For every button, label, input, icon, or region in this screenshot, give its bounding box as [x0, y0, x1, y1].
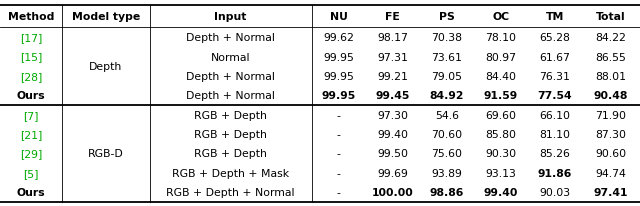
Text: 99.21: 99.21 — [378, 71, 408, 82]
Text: 99.40: 99.40 — [377, 129, 408, 139]
Text: [29]: [29] — [20, 149, 42, 159]
Text: Depth + Normal: Depth + Normal — [186, 91, 275, 101]
Text: RGB + Depth: RGB + Depth — [194, 149, 267, 159]
Text: TM: TM — [546, 12, 564, 22]
Text: [15]: [15] — [20, 52, 42, 62]
Text: 61.67: 61.67 — [540, 52, 570, 62]
Text: RGB + Depth: RGB + Depth — [194, 129, 267, 139]
Text: 99.69: 99.69 — [378, 168, 408, 178]
Text: RGB + Depth + Mask: RGB + Depth + Mask — [172, 168, 289, 178]
Text: 99.50: 99.50 — [377, 149, 408, 159]
Text: Total: Total — [596, 12, 626, 22]
Text: 97.41: 97.41 — [594, 187, 628, 197]
Text: 93.89: 93.89 — [431, 168, 462, 178]
Text: 66.10: 66.10 — [540, 110, 570, 120]
Text: 85.26: 85.26 — [540, 149, 570, 159]
Text: [7]: [7] — [24, 110, 39, 120]
Text: 99.95: 99.95 — [321, 91, 356, 101]
Text: 80.97: 80.97 — [485, 52, 516, 62]
Text: 70.38: 70.38 — [431, 33, 462, 43]
Text: 69.60: 69.60 — [485, 110, 516, 120]
Text: 84.22: 84.22 — [595, 33, 627, 43]
Text: 99.95: 99.95 — [323, 71, 354, 82]
Text: [5]: [5] — [24, 168, 39, 178]
Text: FE: FE — [385, 12, 400, 22]
Text: 70.60: 70.60 — [431, 129, 462, 139]
Text: 86.55: 86.55 — [595, 52, 627, 62]
Text: -: - — [337, 149, 340, 159]
Text: 84.92: 84.92 — [429, 91, 464, 101]
Text: 98.17: 98.17 — [378, 33, 408, 43]
Text: -: - — [337, 129, 340, 139]
Text: 94.74: 94.74 — [595, 168, 627, 178]
Text: Input: Input — [214, 12, 247, 22]
Text: 91.86: 91.86 — [538, 168, 572, 178]
Text: -: - — [337, 110, 340, 120]
Text: 79.05: 79.05 — [431, 71, 462, 82]
Text: 78.10: 78.10 — [485, 33, 516, 43]
Text: 87.30: 87.30 — [595, 129, 627, 139]
Text: Depth: Depth — [90, 62, 123, 72]
Text: 99.45: 99.45 — [376, 91, 410, 101]
Text: 81.10: 81.10 — [540, 129, 570, 139]
Text: Model type: Model type — [72, 12, 140, 22]
Text: 84.40: 84.40 — [485, 71, 516, 82]
Text: 88.01: 88.01 — [595, 71, 627, 82]
Text: Ours: Ours — [17, 187, 45, 197]
Text: [17]: [17] — [20, 33, 42, 43]
Text: -: - — [337, 168, 340, 178]
Text: 54.6: 54.6 — [435, 110, 459, 120]
Text: 98.86: 98.86 — [429, 187, 464, 197]
Text: 97.30: 97.30 — [377, 110, 408, 120]
Text: Depth + Normal: Depth + Normal — [186, 71, 275, 82]
Text: 99.95: 99.95 — [323, 52, 354, 62]
Text: OC: OC — [492, 12, 509, 22]
Text: 75.60: 75.60 — [431, 149, 462, 159]
Text: 85.80: 85.80 — [485, 129, 516, 139]
Text: 93.13: 93.13 — [485, 168, 516, 178]
Text: [28]: [28] — [20, 71, 42, 82]
Text: 90.60: 90.60 — [595, 149, 627, 159]
Text: Method: Method — [8, 12, 54, 22]
Text: 90.03: 90.03 — [540, 187, 570, 197]
Text: 100.00: 100.00 — [372, 187, 413, 197]
Text: RGB-D: RGB-D — [88, 149, 124, 159]
Text: RGB + Depth + Normal: RGB + Depth + Normal — [166, 187, 295, 197]
Text: PS: PS — [439, 12, 454, 22]
Text: 71.90: 71.90 — [595, 110, 627, 120]
Text: 65.28: 65.28 — [540, 33, 570, 43]
Text: 90.48: 90.48 — [594, 91, 628, 101]
Text: NU: NU — [330, 12, 348, 22]
Text: Normal: Normal — [211, 52, 250, 62]
Text: Depth + Normal: Depth + Normal — [186, 33, 275, 43]
Text: 77.54: 77.54 — [538, 91, 572, 101]
Text: 99.40: 99.40 — [484, 187, 518, 197]
Text: [21]: [21] — [20, 129, 42, 139]
Text: RGB + Depth: RGB + Depth — [194, 110, 267, 120]
Text: 73.61: 73.61 — [431, 52, 462, 62]
Text: 99.62: 99.62 — [323, 33, 354, 43]
Text: 90.30: 90.30 — [485, 149, 516, 159]
Text: Ours: Ours — [17, 91, 45, 101]
Text: 76.31: 76.31 — [540, 71, 570, 82]
Text: -: - — [337, 187, 340, 197]
Text: 91.59: 91.59 — [484, 91, 518, 101]
Text: 97.31: 97.31 — [378, 52, 408, 62]
